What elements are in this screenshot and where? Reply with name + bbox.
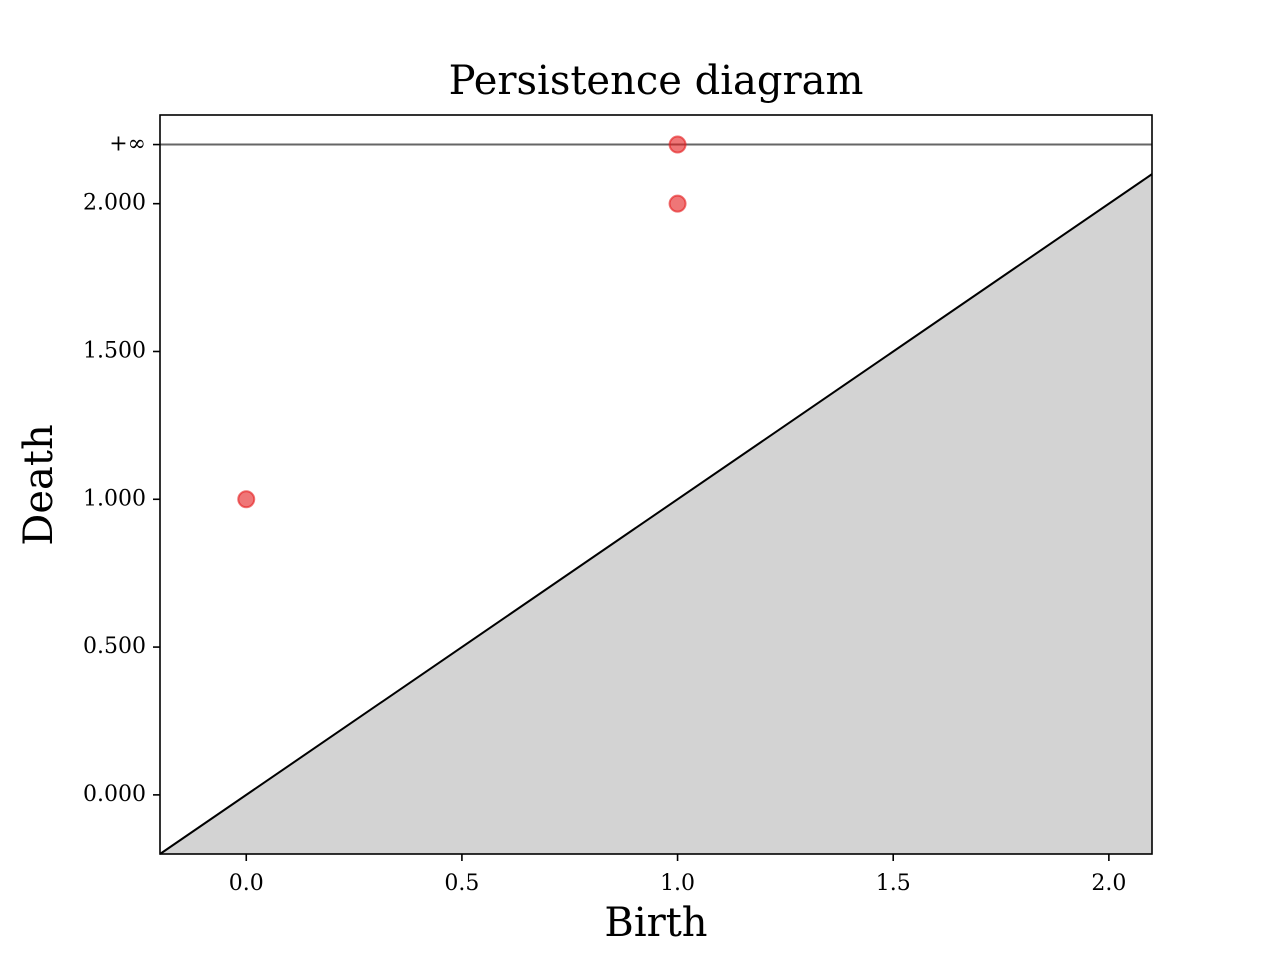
y-tick-label: 0.500 <box>83 634 146 659</box>
y-tick-label: 1.500 <box>83 338 146 363</box>
x-tick-label: 2.0 <box>1091 871 1126 896</box>
chart-title: Persistence diagram <box>449 58 864 104</box>
y-tick-label: +∞ <box>109 132 146 157</box>
y-tick-label: 1.000 <box>83 486 146 511</box>
x-tick-label: 0.0 <box>229 871 264 896</box>
point <box>668 194 687 213</box>
x-tick-label: 1.5 <box>876 871 911 896</box>
y-tick-label: 0.000 <box>83 782 146 807</box>
y-tick-label: 2.000 <box>83 191 146 216</box>
x-axis-label: Birth <box>604 900 707 946</box>
point <box>668 135 687 154</box>
diagonal <box>159 173 1153 855</box>
y-axis-label: Death <box>16 424 62 545</box>
x-tick-label: 0.5 <box>444 871 479 896</box>
plot-frame <box>159 114 1153 855</box>
point <box>237 490 256 509</box>
x-tick-label: 1.0 <box>660 871 695 896</box>
